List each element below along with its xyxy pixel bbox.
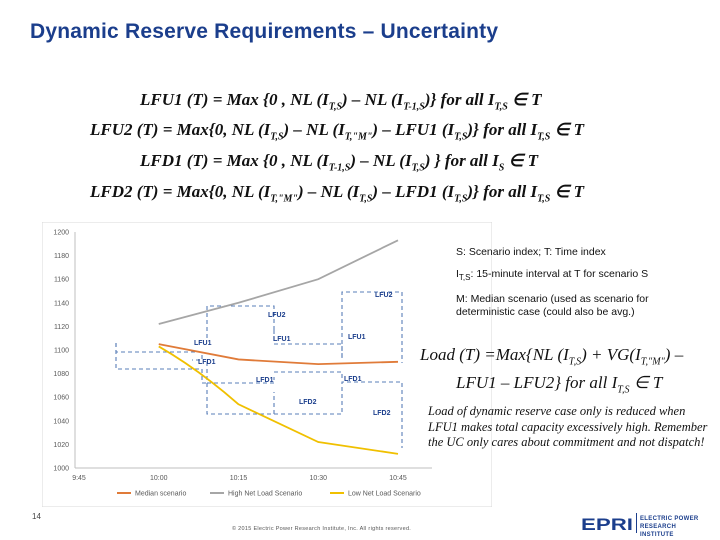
epri-logo-mark: EPRI	[581, 515, 633, 534]
y-tick-label: 1140	[54, 300, 69, 307]
label-lfd1: LFD1	[198, 359, 216, 366]
label-lfu2: LFU2	[268, 312, 286, 319]
y-tick-label: 1040	[53, 418, 69, 425]
logo-text: ELECTRIC POWER RESEARCH INSTITUTE	[640, 516, 699, 538]
label-lfu1: LFU1	[194, 340, 212, 347]
reserve-boxes	[115, 291, 403, 448]
x-tick-label: 10:15	[230, 475, 248, 482]
equation-lfu1: LFU1 (T) = Max {0 , NL (IT,S) – NL (IT-1…	[140, 90, 542, 113]
y-tick-label: 1080	[53, 371, 69, 378]
copyright: © 2015 Electric Power Research Institute…	[232, 526, 412, 532]
slide-title: Dynamic Reserve Requirements – Uncertain…	[30, 20, 499, 43]
note-interval: IT,S: 15-minute interval at T for scenar…	[456, 268, 649, 283]
series-line-2	[158, 345, 399, 455]
y-tick-label: 1160	[54, 277, 69, 284]
note-scenario: S: Scenario index; T: Time index	[456, 246, 606, 258]
logo-divider	[636, 513, 637, 533]
page-number: 14	[32, 512, 41, 521]
label-lfu2: LFU2	[375, 292, 393, 299]
load-equation: Load (T) =Max{NL (IT,S) + VG(IT,"M") – L…	[420, 345, 684, 396]
lfu2-box-2	[341, 291, 403, 363]
legend-label: Median scenario	[135, 491, 186, 498]
y-tick-label: 1180	[54, 253, 69, 260]
x-tick-label: 10:30	[309, 475, 327, 482]
reserve-labels: LFU2 LFU2 LFU1 LFU1 LFU1 LFD1 LFD1 LFD1 …	[194, 292, 393, 417]
lfd1-box-3	[274, 371, 343, 379]
epri-logo: EPRI ELECTRIC POWER RESEARCH INSTITUTE	[580, 513, 710, 538]
y-tick-label: 1100	[54, 348, 69, 355]
y-tick-label: 1060	[53, 395, 69, 402]
label-lfu1: LFU1	[348, 334, 366, 341]
lfu2-box-1	[206, 305, 275, 338]
lfu1-box-1	[115, 343, 203, 361]
x-tick-label: 10:45	[389, 475, 407, 482]
svg-text:EPRI: EPRI	[581, 515, 633, 534]
lfd2-box-2	[274, 381, 403, 448]
x-tick-label: 9:45	[72, 475, 86, 482]
note-median: M: Median scenario (used as scenario for…	[456, 293, 649, 319]
series-line-0	[158, 343, 399, 366]
label-lfd1: LFD1	[344, 376, 362, 383]
equation-lfd1: LFD1 (T) = Max {0 , NL (IT-1,S) – NL (IT…	[140, 151, 539, 174]
y-axis: 1000 1020 1040 1060 1080 1100 1120 1140 1160 1180…	[53, 230, 76, 473]
load-note: Load of dynamic reserve case only is red…	[428, 404, 708, 449]
x-axis: 9:45 10:00 10:15 10:30 10:45	[72, 467, 432, 482]
notes: S: Scenario index; T: Time index IT,S: 1…	[456, 246, 706, 328]
chart-series	[158, 239, 399, 455]
y-tick-label: 1200	[53, 230, 69, 237]
chart-legend: Median scenario High Net Load Scenario Low…	[117, 491, 421, 498]
label-lfd2: LFD2	[299, 399, 317, 406]
label-lfd2: LFD2	[373, 410, 391, 417]
lfd1-box-1	[115, 343, 207, 384]
lfu1-box-2	[273, 330, 343, 358]
label-lfd1: LFD1	[256, 377, 274, 384]
y-tick-label: 1120	[54, 324, 69, 331]
x-tick-label: 10:00	[150, 475, 168, 482]
reserve-chart: 1000 1020 1040 1060 1080 1100 1120 1140 1160 1180…	[42, 222, 492, 507]
y-tick-label: 1000	[53, 466, 69, 473]
lfd1-box-2	[206, 362, 275, 384]
label-lfu1: LFU1	[273, 336, 291, 343]
y-tick-label: 1020	[53, 442, 69, 449]
legend-label: High Net Load Scenario	[228, 491, 302, 498]
equation-lfu2: LFU2 (T) = Max{0, NL (IT,S) – NL (IT,"M"…	[90, 120, 585, 143]
equation-lfd2: LFD2 (T) = Max{0, NL (IT,"M") – NL (IT,S…	[90, 182, 585, 205]
lfd2-box-1	[206, 383, 275, 415]
series-line-1	[158, 239, 399, 325]
legend-label: Low Net Load Scenario	[348, 491, 421, 498]
